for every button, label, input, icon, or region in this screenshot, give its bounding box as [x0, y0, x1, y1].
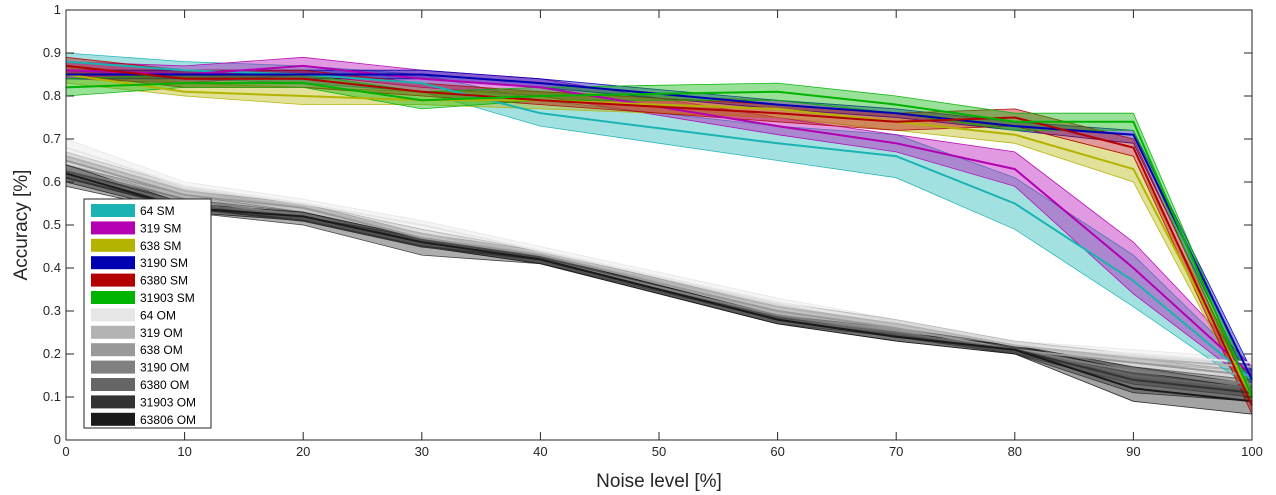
x-tick-label: 50 [652, 444, 666, 459]
legend-swatch-31903-sm [91, 291, 135, 304]
x-tick-labels: 0 10 20 30 40 50 60 70 80 90 100 [62, 444, 1262, 459]
x-tick-label: 20 [296, 444, 310, 459]
legend-label-638-sm: 638 SM [140, 239, 181, 253]
y-tick-label: 0.3 [43, 303, 61, 318]
legend-swatch-319-om [91, 325, 135, 339]
y-tick-label: 0.9 [43, 45, 61, 60]
x-tick-label: 0 [62, 444, 69, 459]
legend-label-3190-om: 3190 OM [140, 361, 189, 375]
legend-label-6380-sm: 6380 SM [140, 274, 188, 288]
legend-label-638-om: 638 OM [140, 343, 183, 357]
y-tick-label: 1 [54, 2, 61, 17]
x-tick-label: 100 [1241, 444, 1263, 459]
legend-swatch-64-sm [91, 204, 135, 217]
x-tick-label: 10 [177, 444, 191, 459]
line-638-sm [65, 73, 1253, 398]
legend-swatch-6380-om [91, 378, 135, 391]
legend-label-64-sm: 64 SM [140, 204, 175, 218]
y-axis-label: Accuracy [%] [11, 170, 32, 281]
legend-label-6380-om: 6380 OM [140, 378, 189, 392]
line-31903-sm [65, 82, 1253, 398]
x-tick-label: 90 [1126, 444, 1140, 459]
legend-swatch-3190-sm [91, 256, 135, 270]
line-319-om [65, 155, 1253, 368]
line-64-om [65, 146, 1253, 364]
legend-swatch-638-sm [91, 238, 135, 252]
y-tick-label: 0.6 [43, 174, 61, 189]
y-tick-labels: 0 0.1 0.2 0.3 0.4 0.5 0.6 0.7 0.8 0.9 1 [43, 2, 61, 447]
y-tick-label: 0 [54, 432, 61, 447]
legend-label-63806-om: 63806 OM [140, 413, 196, 427]
legend-label-31903-sm: 31903 SM [140, 291, 195, 305]
legend-swatch-3190-om [91, 360, 135, 374]
legend-label-319-om: 319 OM [140, 326, 183, 340]
legend-entries: 64 SM 319 SM 638 SM 3190 SM 6380 SM 31903 SM 6… [91, 204, 196, 427]
legend-label-31903-om: 31903 OM [140, 395, 196, 409]
legend-swatch-31903-om [91, 395, 135, 409]
legend-label-64-om: 64 OM [140, 308, 176, 322]
line-638-om [65, 159, 1253, 377]
legend-label-3190-sm: 3190 SM [140, 256, 188, 270]
x-tick-label: 30 [415, 444, 429, 459]
y-tick-label: 0.2 [43, 346, 61, 361]
y-tick-label: 0.5 [43, 217, 61, 232]
x-tick-label: 60 [770, 444, 784, 459]
y-tick-label: 0.7 [43, 131, 61, 146]
x-tick-label: 80 [1008, 444, 1022, 459]
legend-swatch-64-om [91, 308, 135, 322]
legend-swatch-6380-sm [91, 273, 135, 287]
line-63806-om [65, 172, 1253, 403]
y-tick-label: 0.4 [43, 260, 61, 275]
x-tick-label: 70 [889, 444, 903, 459]
line-3190-om [65, 168, 1253, 386]
series-lines [65, 60, 1253, 407]
y-tick-label: 0.1 [43, 389, 61, 404]
legend: 64 SM 319 SM 638 SM 3190 SM 6380 SM 31903 SM 6… [83, 198, 212, 429]
legend-swatch-638-om [91, 343, 135, 357]
line-6380-sm [65, 64, 1253, 407]
y-tick-label: 0.8 [43, 88, 61, 103]
x-tick-label: 40 [533, 444, 547, 459]
axis-ticks [65, 9, 1253, 441]
x-axis-label: Noise level [%] [596, 471, 722, 492]
line-64-sm [65, 60, 1253, 381]
legend-label-319-sm: 319 SM [140, 221, 181, 235]
legend-swatch-319-sm [91, 221, 135, 235]
legend-swatch-63806-om [91, 412, 135, 426]
